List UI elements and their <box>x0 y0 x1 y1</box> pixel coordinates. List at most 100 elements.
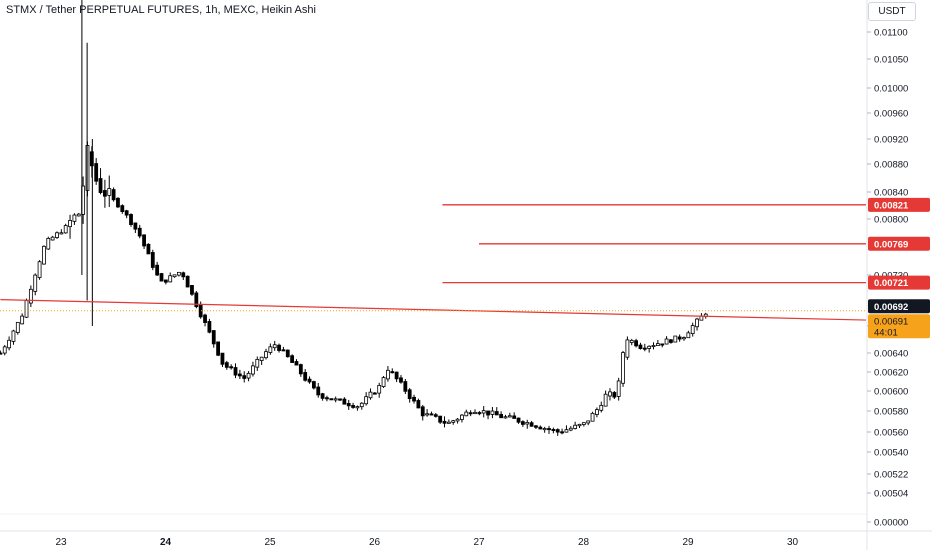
candle-up <box>33 274 38 292</box>
currency-selector[interactable]: USDT <box>868 2 916 21</box>
candle-up <box>107 188 112 196</box>
candle-down <box>642 347 647 350</box>
candle-up <box>59 232 64 235</box>
candlestick-series <box>0 0 708 436</box>
candle-up <box>460 414 464 420</box>
candle-down <box>351 405 355 408</box>
candle-down <box>0 352 3 355</box>
candle-down <box>207 321 212 333</box>
time-tick-label: 30 <box>787 537 799 548</box>
price-tick-label: 0.00000 <box>874 518 908 529</box>
candle-up <box>690 325 695 334</box>
trendline <box>0 299 867 321</box>
candle-up <box>55 232 59 238</box>
candle-down <box>634 340 638 347</box>
candle-up <box>616 380 621 397</box>
candle-up <box>629 339 634 343</box>
candle-up <box>251 365 255 375</box>
candle-down <box>159 273 164 282</box>
candle-up <box>20 315 25 325</box>
candle-down <box>560 431 564 434</box>
last-price-badge <box>868 299 930 314</box>
candle-up <box>507 415 512 418</box>
candle-down <box>438 415 443 423</box>
price-tick-label: 0.00522 <box>874 470 908 481</box>
candle-down <box>242 375 247 379</box>
candle-down <box>403 381 408 392</box>
candle-down <box>538 426 543 430</box>
candle-up <box>381 377 386 387</box>
candle-down <box>307 378 312 383</box>
candle-up <box>473 411 477 415</box>
candle-down <box>224 362 229 368</box>
level-price-label: 0.00721 <box>874 278 909 289</box>
price-tick-label: 0.00960 <box>874 109 908 120</box>
candle-down <box>669 339 673 343</box>
candle-down <box>233 367 238 376</box>
candle-up <box>68 220 72 228</box>
candle-up <box>599 404 604 411</box>
candle-down <box>329 398 334 401</box>
candle-down <box>325 397 329 400</box>
candle-up <box>7 339 11 349</box>
candle-up <box>272 344 277 349</box>
candle-up <box>625 339 630 358</box>
candle-down <box>120 205 125 213</box>
candle-down <box>468 412 473 415</box>
candle-down <box>129 214 133 225</box>
candle-down <box>290 355 295 363</box>
candle-up <box>655 343 660 346</box>
candle-down <box>155 264 160 276</box>
candle-up <box>608 391 612 397</box>
bar-countdown-label: 44:01 <box>874 327 898 338</box>
candle-up <box>490 410 495 415</box>
time-tick-label: 23 <box>55 537 67 548</box>
candle-up <box>525 422 530 425</box>
candle-up <box>695 318 699 328</box>
candle-up <box>72 214 77 222</box>
candle-up <box>333 398 338 401</box>
candle-down <box>516 417 521 423</box>
candle-down <box>211 330 216 345</box>
candle-up <box>590 412 595 422</box>
time-tick-label: 25 <box>264 537 276 548</box>
candle-up <box>255 358 260 368</box>
price-tick-label: 0.00580 <box>874 407 908 418</box>
candle-up <box>586 420 591 424</box>
time-tick-label: 27 <box>473 537 485 548</box>
candle-down <box>89 151 94 167</box>
candle-up <box>364 396 369 405</box>
candle-down <box>551 429 556 432</box>
time-tick-label: 29 <box>682 537 694 548</box>
price-tick-label: 0.01050 <box>874 55 908 66</box>
candle-down <box>660 343 665 346</box>
candle-down <box>298 364 303 375</box>
candle-down <box>399 377 403 383</box>
candle-down <box>499 414 504 419</box>
candle-up <box>446 421 451 424</box>
candle-up <box>455 418 460 422</box>
candle-down <box>311 381 316 389</box>
candle-down <box>316 386 321 396</box>
candle-up <box>573 424 578 429</box>
candle-down <box>281 349 286 352</box>
candle-down <box>185 275 190 288</box>
price-tick-label: 0.00800 <box>874 215 908 226</box>
candle-up <box>37 261 42 278</box>
candle-down <box>555 429 560 433</box>
candle-up <box>682 337 686 340</box>
candle-down <box>294 361 299 366</box>
price-tick-label: 0.00540 <box>874 448 908 459</box>
candle-up <box>377 385 382 394</box>
candle-up <box>172 274 177 278</box>
candle-up <box>368 391 373 399</box>
chart-title: STMX / Tether PERPETUAL FUTURES, 1h, MEX… <box>6 4 316 16</box>
candle-down <box>346 403 351 407</box>
horizontal-levels <box>0 204 867 321</box>
candle-down <box>98 178 103 193</box>
candle-up <box>425 413 429 416</box>
candle-up <box>664 338 669 345</box>
price-tick-label: 0.00920 <box>874 135 908 146</box>
candle-down <box>102 190 107 197</box>
